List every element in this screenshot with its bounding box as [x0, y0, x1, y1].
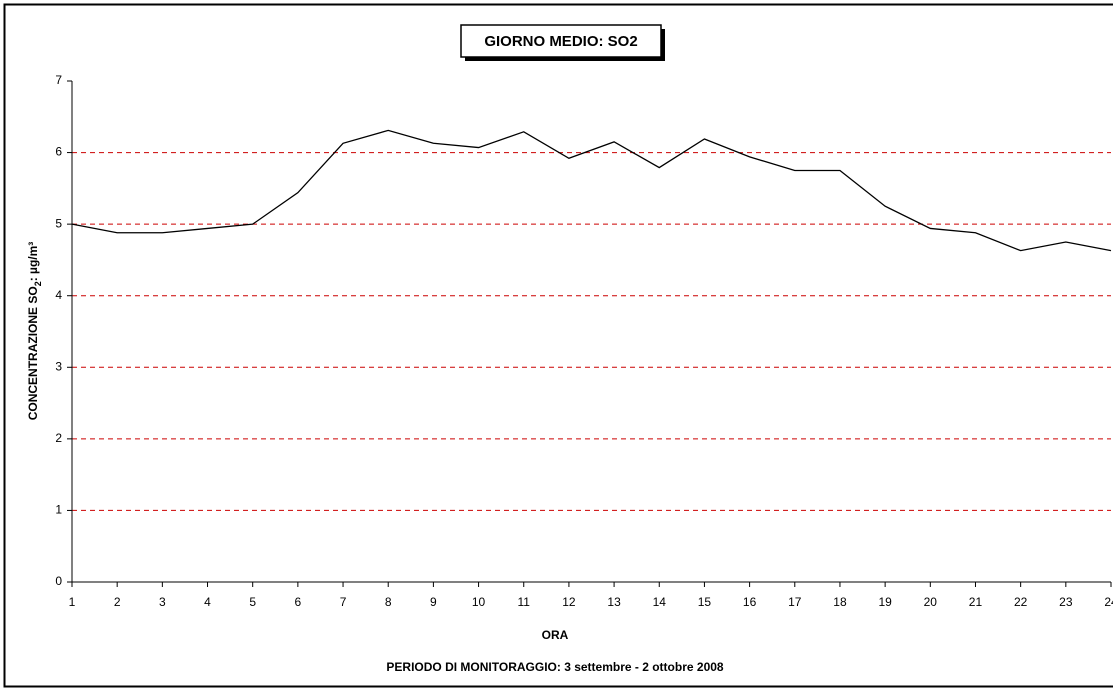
y-tick-label: 1	[55, 503, 62, 517]
chart-border	[3, 3, 1113, 688]
x-tick-label: 1	[69, 595, 76, 609]
y-tick-label: 4	[55, 288, 62, 302]
y-axis-label-part: CONCENTRAZIONE SO	[26, 286, 40, 420]
x-tick-label: 16	[743, 595, 757, 609]
x-tick-label: 3	[159, 595, 166, 609]
footnote: PERIODO DI MONITORAGGIO: 3 settembre - 2…	[386, 660, 724, 674]
x-tick-label: 2	[114, 595, 121, 609]
x-tick-label: 12	[562, 595, 576, 609]
title-box	[460, 24, 662, 58]
x-tick-label: 14	[653, 595, 667, 609]
x-tick-label: 10	[472, 595, 486, 609]
x-tick-label: 20	[924, 595, 938, 609]
x-tick-label: 24	[1104, 595, 1113, 609]
y-tick-label: 7	[55, 73, 62, 87]
y-tick-label: 6	[55, 145, 62, 159]
x-tick-label: 13	[607, 595, 621, 609]
x-tick-label: 8	[385, 595, 392, 609]
y-tick-label: 3	[55, 359, 62, 373]
y-tick-label: 5	[55, 216, 62, 230]
y-axis-label-sub: 2	[33, 281, 43, 286]
x-tick-label: 19	[878, 595, 892, 609]
x-tick-label: 6	[295, 595, 302, 609]
x-axis-label: ORA	[542, 628, 569, 642]
x-tick-label: 4	[204, 595, 211, 609]
y-tick-label: 2	[55, 431, 62, 445]
data-line	[71, 129, 1112, 252]
y-axis-label-part: : µg/m³	[26, 242, 40, 282]
y-axis-label: CONCENTRAZIONE SO2: µg/m³	[26, 242, 43, 421]
x-tick-label: 22	[1014, 595, 1028, 609]
x-tick-label: 9	[430, 595, 437, 609]
x-tick-label: 21	[969, 595, 983, 609]
x-tick-label: 17	[788, 595, 802, 609]
y-tick-label: 0	[55, 574, 62, 588]
x-tick-label: 18	[833, 595, 847, 609]
x-tick-label: 23	[1059, 595, 1073, 609]
chart-title: GIORNO MEDIO: SO2	[484, 33, 637, 50]
x-tick-label: 15	[698, 595, 712, 609]
x-tick-label: 11	[518, 595, 531, 609]
x-tick-label: 7	[340, 595, 347, 609]
x-tick-label: 5	[249, 595, 256, 609]
